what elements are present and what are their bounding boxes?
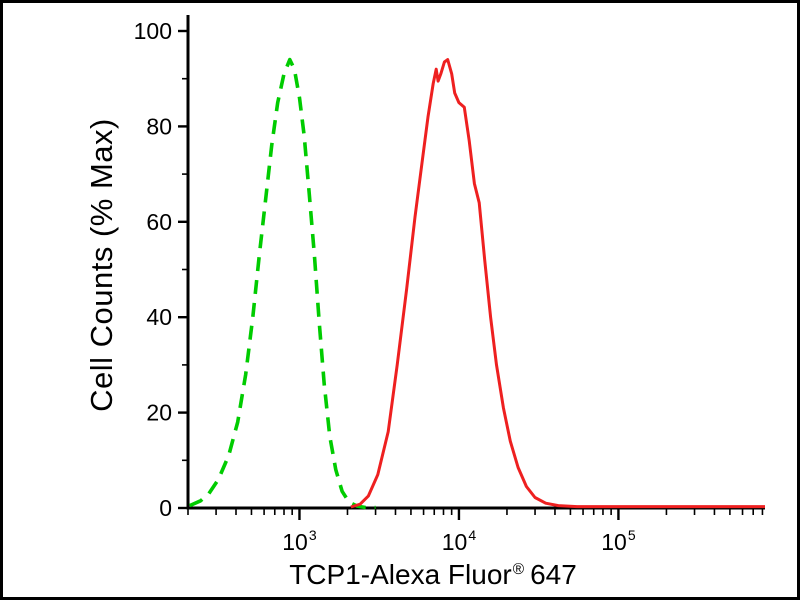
x-tick-label: 103 <box>282 527 317 555</box>
plot-area: 103 104 105 0 20 40 60 80 100 <box>134 15 765 555</box>
x-tick-label: 104 <box>442 527 477 555</box>
y-axis-label-text: Cell Counts (% Max) <box>84 118 119 412</box>
y-axis-label: Cell Counts (% Max) <box>84 118 120 412</box>
x-tick-label: 105 <box>601 527 636 555</box>
y-tick-label: 20 <box>146 400 172 426</box>
x-axis-label: TCP1-Alexa Fluor® 647 <box>133 559 733 591</box>
x-axis-label-suffix: 647 <box>530 559 577 590</box>
x-axis-label-main: TCP1-Alexa Fluor <box>289 559 512 590</box>
green-dashed-curve <box>188 57 376 510</box>
y-tick-label: 80 <box>146 113 172 139</box>
y-tick-label: 40 <box>146 304 172 330</box>
y-tick-label: 60 <box>146 209 172 235</box>
y-tick-label: 0 <box>159 495 172 521</box>
registered-trademark-symbol: ® <box>512 560 525 578</box>
y-tick-label: 100 <box>134 18 172 44</box>
red-solid-curve <box>350 58 765 509</box>
